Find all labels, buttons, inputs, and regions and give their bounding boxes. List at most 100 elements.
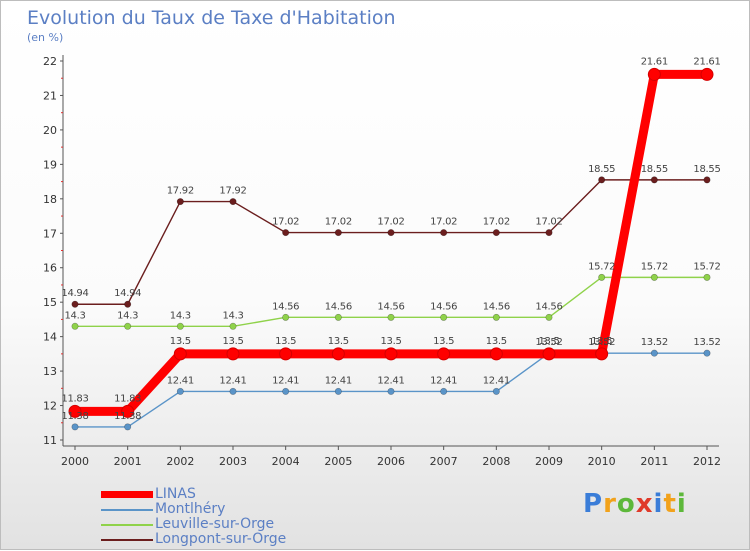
y-tick-label: 16 [43,262,57,275]
chart-title: Evolution du Taux de Taxe d'Habitation [27,7,396,29]
point-longpont-sur-orge [598,176,606,184]
point-longpont-sur-orge [229,198,237,206]
series-line-linas [75,69,707,416]
point-leuville-sur-orge [282,313,290,321]
data-label-montlh-ry: 12.41 [325,375,352,386]
logo-letter: x [635,489,654,519]
y-tick-label: 11 [43,434,57,447]
x-tick-label: 2009 [535,455,563,468]
point-longpont-sur-orge [545,229,553,237]
data-label-leuville-sur-orge: 14.3 [222,310,243,321]
legend-swatch [101,524,153,526]
x-tick-label: 2008 [482,455,510,468]
proxiti-logo: Proxiti [583,489,687,519]
point-montlh-ry [650,349,658,357]
point-linas [595,347,609,361]
data-label-montlh-ry: 12.41 [219,375,246,386]
data-label-longpont-sur-orge: 17.02 [535,217,562,228]
point-montlh-ry [492,387,500,395]
point-leuville-sur-orge [703,273,711,281]
point-montlh-ry [440,387,448,395]
point-montlh-ry [282,387,290,395]
y-tick-label: 20 [43,124,57,137]
point-leuville-sur-orge [650,273,658,281]
data-label-linas: 21.61 [693,56,720,67]
data-label-longpont-sur-orge: 17.02 [430,217,457,228]
logo-letter: P [583,489,604,519]
data-label-longpont-sur-orge: 18.55 [641,164,668,175]
logo-letter: i [676,489,687,519]
data-label-leuville-sur-orge: 14.3 [117,310,138,321]
point-montlh-ry [229,387,237,395]
point-linas [489,347,503,361]
data-label-longpont-sur-orge: 17.02 [325,217,352,228]
point-montlh-ry [334,387,342,395]
data-label-montlh-ry: 13.52 [535,337,562,348]
y-tick-label: 21 [43,89,57,102]
point-longpont-sur-orge [176,198,184,206]
data-label-montlh-ry: 11.38 [114,411,141,422]
x-tick-label: 2005 [324,455,352,468]
x-tick-label: 2004 [272,455,300,468]
point-longpont-sur-orge [650,176,658,184]
data-label-longpont-sur-orge: 17.02 [483,217,510,228]
point-montlh-ry [124,423,132,431]
point-linas [700,67,714,81]
data-label-montlh-ry: 12.41 [430,375,457,386]
data-label-leuville-sur-orge: 14.56 [325,301,352,312]
data-label-leuville-sur-orge: 14.56 [430,301,457,312]
y-tick-label: 19 [43,158,57,171]
data-label-leuville-sur-orge: 14.3 [64,310,85,321]
point-leuville-sur-orge [387,313,395,321]
point-linas [279,347,293,361]
legend-swatch [101,509,153,511]
point-leuville-sur-orge [71,322,79,330]
data-label-linas: 21.61 [641,56,668,67]
point-longpont-sur-orge [703,176,711,184]
logo-letter: i [653,489,664,519]
data-label-longpont-sur-orge: 14.94 [61,288,88,299]
x-tick-label: 2002 [166,455,194,468]
y-tick-label: 13 [43,365,57,378]
point-leuville-sur-orge [598,273,606,281]
data-label-linas: 13.5 [433,336,454,347]
point-linas [121,404,135,418]
data-label-linas: 13.5 [275,336,296,347]
data-label-longpont-sur-orge: 14.94 [114,288,141,299]
data-label-leuville-sur-orge: 15.72 [588,261,615,272]
data-label-montlh-ry: 12.41 [377,375,404,386]
point-longpont-sur-orge [71,300,79,308]
point-longpont-sur-orge [124,300,132,308]
point-montlh-ry [387,387,395,395]
legend-item: Leuville-sur-Orge [101,516,361,532]
logo-letter: r [603,489,617,519]
data-label-longpont-sur-orge: 17.92 [167,186,194,197]
point-linas [226,347,240,361]
data-label-linas: 11.83 [61,393,88,404]
logo-letter: t [663,489,677,519]
x-tick-label: 2006 [377,455,405,468]
data-label-montlh-ry: 12.41 [167,375,194,386]
y-tick-label: 15 [43,296,57,309]
data-label-longpont-sur-orge: 17.02 [272,217,299,228]
data-label-montlh-ry: 12.41 [272,375,299,386]
data-label-leuville-sur-orge: 14.56 [377,301,404,312]
data-label-leuville-sur-orge: 14.56 [272,301,299,312]
point-linas [384,347,398,361]
point-longpont-sur-orge [282,229,290,237]
x-tick-label: 2007 [430,455,458,468]
chart-subtitle: (en %) [27,31,64,44]
point-longpont-sur-orge [492,229,500,237]
point-linas [331,347,345,361]
data-label-longpont-sur-orge: 18.55 [693,164,720,175]
data-label-montlh-ry: 13.52 [693,337,720,348]
point-montlh-ry [703,349,711,357]
data-label-linas: 13.5 [170,336,191,347]
data-label-leuville-sur-orge: 14.3 [170,310,191,321]
point-linas [542,347,556,361]
data-label-linas: 13.5 [222,336,243,347]
chart-legend: LINAS Montlhéry Leuville-sur-Orge Longpont-… [101,486,361,547]
data-label-montlh-ry: 12.41 [483,375,510,386]
